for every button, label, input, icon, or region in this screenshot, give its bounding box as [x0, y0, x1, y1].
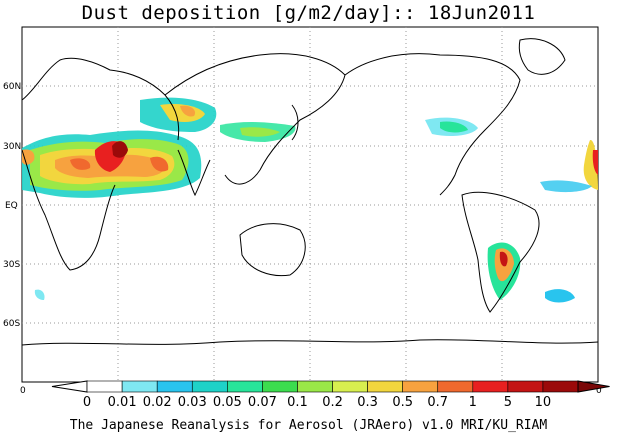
- colorbar-swatch: [262, 380, 298, 393]
- colorbar-label: 0.1: [287, 395, 308, 410]
- lon-label-left: 0: [20, 386, 26, 396]
- colorbar-swatch: [297, 380, 333, 393]
- colorbar-swatch: [542, 380, 579, 393]
- dust-region-east-asia-core: [240, 127, 280, 137]
- colorbar-swatch: [332, 380, 368, 393]
- dust-region-middle-east-peak: [180, 105, 196, 117]
- colorbar-arrow-low: [51, 380, 88, 393]
- dust-region-patagonia-peak: [499, 251, 508, 267]
- colorbar-label: 5: [504, 395, 512, 410]
- colorbar-label: 0.03: [178, 395, 207, 410]
- lat-labels: 60N 30N EQ 30S 60S: [3, 82, 21, 329]
- colorbar-label: 0.7: [427, 395, 448, 410]
- dust-region-south-africa-sea: [34, 289, 45, 300]
- colorbar-label: 0.3: [357, 395, 378, 410]
- colorbar-label: 1: [469, 395, 477, 410]
- lat-label-60n: 60N: [3, 82, 21, 92]
- colorbar-swatch: [121, 380, 158, 393]
- credit-line: The Japanese Reanalysis for Aerosol (JRA…: [69, 418, 548, 433]
- colorbar-label: 0.01: [108, 395, 137, 410]
- colorbar-swatch: [507, 380, 544, 393]
- dust-region-middle-east-core: [160, 104, 205, 122]
- colorbar: 0 0.01 0.02 0.03 0.05 0.07 0.1 0.2 0.3 0.5 0.7 1 5 10: [51, 380, 610, 410]
- colorbar-label: 0.05: [213, 395, 242, 410]
- lon-label-right: 0: [596, 386, 602, 396]
- colorbar-swatch: [86, 380, 123, 393]
- colorbar-swatch: [227, 380, 263, 393]
- colorbar-swatch: [437, 380, 474, 393]
- colorbar-swatch: [191, 380, 228, 393]
- dust-region-north-america-core: [440, 121, 468, 133]
- coastlines: [21, 38, 599, 346]
- lat-label-30s: 30S: [3, 260, 20, 270]
- colorbar-label: 0.07: [248, 395, 277, 410]
- lat-label-30n: 30N: [3, 142, 21, 152]
- colorbar-label: 0.5: [392, 395, 413, 410]
- colorbar-label: 10: [535, 395, 552, 410]
- lat-label-eq: EQ: [5, 201, 18, 211]
- lat-label-60s: 60S: [3, 319, 20, 329]
- dust-field: [22, 97, 598, 303]
- dust-region-sahara: [22, 130, 202, 198]
- colorbar-label: 0.02: [143, 395, 172, 410]
- colorbar-swatch: [156, 380, 193, 393]
- dust-region-caribbean: [540, 180, 592, 193]
- colorbar-label: 0.2: [322, 395, 343, 410]
- map-title: Dust deposition [g/m2/day]:: 18Jun2011: [81, 2, 536, 24]
- dust-region-atlantic-core: [592, 150, 598, 175]
- dust-region-south-atlantic: [545, 289, 575, 303]
- colorbar-arrow-high: [577, 380, 610, 393]
- colorbar-swatch: [472, 380, 509, 393]
- colorbar-swatch: [402, 380, 439, 393]
- colorbar-label: 0: [83, 395, 91, 410]
- colorbar-swatch: [367, 380, 403, 393]
